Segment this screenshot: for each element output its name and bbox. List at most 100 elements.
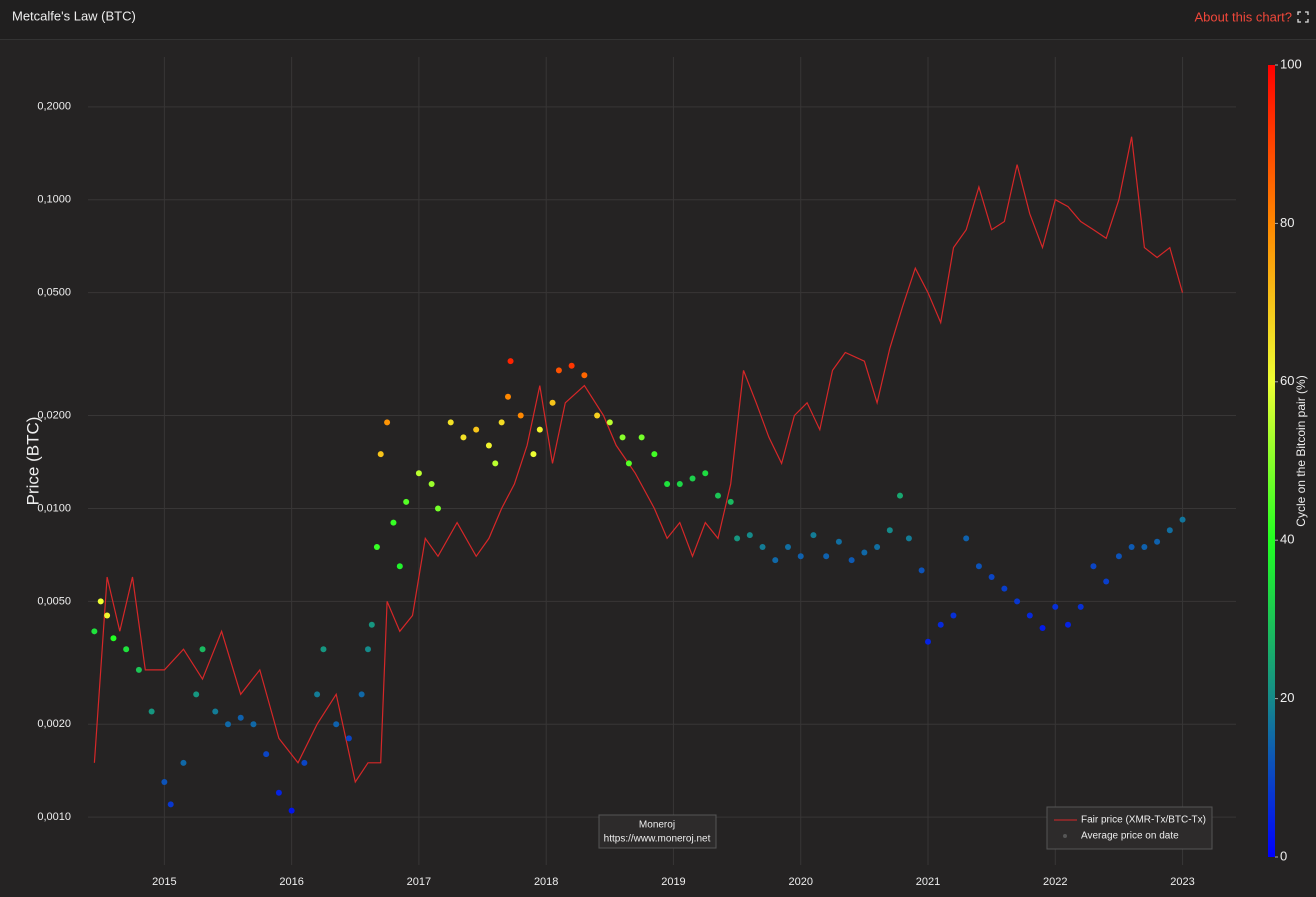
price-point (390, 519, 397, 526)
price-point (460, 434, 467, 441)
price-point (148, 708, 155, 715)
price-point (345, 735, 352, 742)
price-point (505, 393, 511, 400)
price-point (365, 646, 371, 653)
price-point (212, 708, 219, 715)
price-point (485, 442, 492, 449)
price-point (237, 714, 244, 721)
price-point (1077, 603, 1084, 610)
colorbar (1268, 65, 1275, 857)
price-point (97, 598, 104, 605)
header-bar (0, 0, 1316, 39)
price-point (549, 399, 556, 406)
price-point (619, 434, 626, 441)
price-point (727, 498, 734, 505)
x-tick-label: 2021 (916, 876, 940, 888)
price-point (161, 779, 168, 786)
watermark-name: Moneroj (639, 820, 675, 831)
price-point (925, 638, 931, 645)
price-point (180, 759, 187, 766)
legend: Fair price (XMR-Tx/BTC-Tx) Average price … (1046, 806, 1213, 850)
legend-box (1046, 806, 1213, 850)
price-point (1103, 578, 1110, 585)
price-point (555, 367, 562, 374)
fair-price-line (93, 136, 1184, 784)
price-point (759, 544, 766, 551)
x-tick-label: 2022 (1043, 876, 1067, 888)
price-point (275, 789, 282, 796)
price-point (396, 563, 403, 570)
price-point (123, 646, 130, 653)
price-point (91, 628, 98, 635)
price-point (288, 807, 295, 814)
y-tick-label: 0,0010 (37, 811, 71, 823)
price-point (263, 751, 270, 758)
price-point (581, 372, 588, 379)
y-tick-label: 0,2000 (37, 101, 71, 113)
legend-label: Average price on date (1081, 831, 1179, 842)
price-point (507, 358, 514, 365)
expand-icon[interactable] (1297, 11, 1309, 23)
colorbar-title: Cycle on the Bitcoin pair (%) (1294, 375, 1308, 526)
price-point (517, 412, 524, 419)
x-tick-label: 2018 (534, 876, 558, 888)
colorbar-tick-label: 60 (1280, 373, 1294, 388)
price-point (473, 426, 480, 433)
price-point (104, 612, 111, 619)
price-point (301, 759, 308, 766)
price-point (734, 535, 741, 542)
x-tick-label: 2015 (152, 876, 176, 888)
colorbar-tick-label: 20 (1280, 690, 1294, 705)
price-point (1039, 625, 1046, 632)
y-tick-label: 0,0100 (37, 502, 71, 514)
price-point (702, 470, 709, 477)
legend-label: Fair price (XMR-Tx/BTC-Tx) (1081, 815, 1206, 826)
price-point (377, 451, 384, 458)
price-point (314, 691, 321, 698)
colorbar-tick-label: 80 (1280, 215, 1294, 230)
price-point (199, 646, 206, 653)
price-point (250, 721, 257, 728)
price-point (1141, 544, 1148, 551)
price-point (498, 419, 505, 426)
price-point (1052, 603, 1059, 610)
price-point (1154, 538, 1161, 545)
price-point (772, 557, 779, 564)
price-point (428, 481, 435, 488)
legend-dot-swatch (1063, 834, 1067, 838)
price-point (651, 451, 658, 458)
price-point (447, 419, 454, 426)
price-point (918, 567, 925, 574)
price-point (492, 460, 499, 467)
price-point (536, 426, 543, 433)
price-point (689, 475, 696, 482)
price-point (988, 573, 995, 580)
price-point (403, 498, 410, 505)
price-point (797, 553, 804, 560)
price-point (963, 535, 970, 542)
watermark-url: https://www.moneroj.net (604, 834, 711, 845)
price-point (897, 492, 903, 499)
y-tick-label: 0,0500 (37, 287, 71, 299)
price-point (435, 505, 441, 512)
header-title: Metcalfe's Law (BTC) (12, 8, 136, 23)
colorbar-tick-label: 40 (1280, 532, 1294, 547)
price-point (1026, 612, 1033, 619)
price-point (594, 412, 601, 419)
price-point (333, 721, 340, 728)
price-point (785, 544, 791, 551)
y-axis-title: Price (BTC) (23, 417, 42, 506)
price-point (676, 481, 683, 488)
price-point (1166, 527, 1173, 534)
price-point (530, 451, 537, 458)
price-point (810, 532, 817, 539)
y-tick-label: 0,0200 (37, 409, 71, 421)
price-point (384, 419, 391, 426)
price-point (861, 549, 868, 556)
price-point (1179, 516, 1186, 523)
about-link[interactable]: About this chart? (1194, 9, 1292, 24)
price-point (835, 538, 842, 545)
price-point (167, 801, 174, 808)
